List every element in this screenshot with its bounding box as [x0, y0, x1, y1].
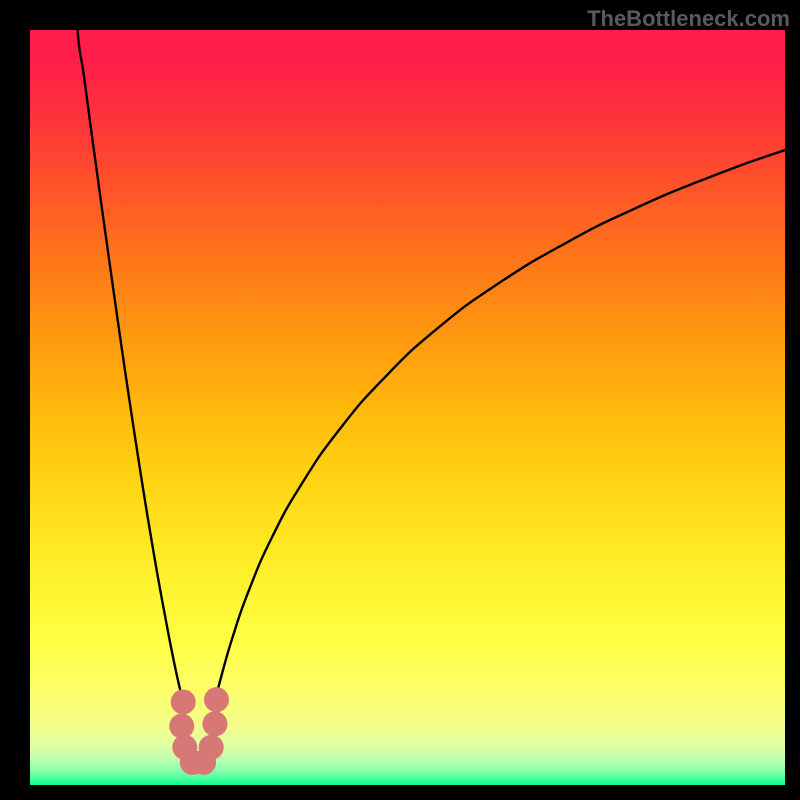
- vertex-marker: [204, 687, 229, 712]
- bottleneck-chart: TheBottleneck.com: [0, 0, 800, 800]
- vertex-marker: [169, 714, 194, 739]
- chart-svg: [0, 0, 800, 800]
- watermark-text: TheBottleneck.com: [587, 6, 790, 32]
- vertex-marker: [199, 735, 224, 760]
- vertex-marker: [202, 711, 227, 736]
- plot-background: [30, 30, 785, 785]
- vertex-marker: [171, 689, 196, 714]
